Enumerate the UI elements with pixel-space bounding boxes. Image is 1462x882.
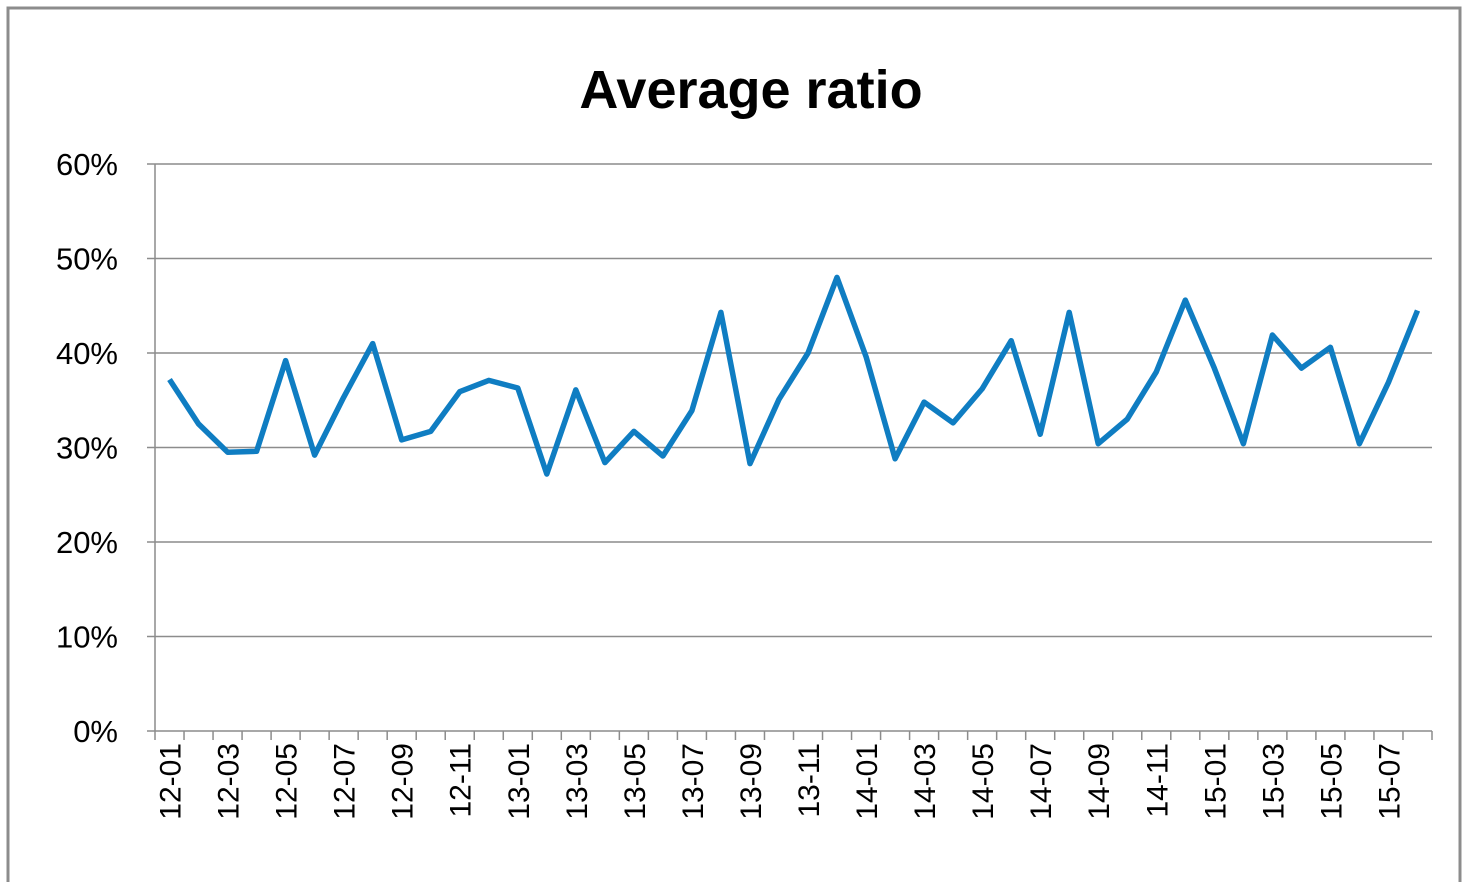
x-tick-label: 15-03 [1257, 743, 1290, 820]
x-tick-label: 13-03 [561, 743, 594, 820]
x-tick-label: 13-09 [735, 743, 768, 820]
x-tick-label: 13-07 [677, 743, 710, 820]
x-tick-label: 14-07 [1025, 743, 1058, 820]
y-tick-label: 40% [56, 336, 118, 371]
x-tick-label: 12-07 [329, 743, 362, 820]
y-tick-label: 50% [56, 242, 118, 277]
x-tick-label: 15-01 [1199, 743, 1232, 820]
x-tick-label: 14-03 [909, 743, 942, 820]
x-tick-label: 14-05 [967, 743, 1000, 820]
y-tick-label: 0% [73, 714, 118, 749]
x-tick-label: 13-11 [793, 743, 826, 818]
x-tick-label: 12-09 [387, 743, 420, 820]
chart-title: Average ratio [579, 60, 922, 120]
x-tick-label: 15-07 [1373, 743, 1406, 820]
x-tick-label: 14-09 [1083, 743, 1116, 820]
data-line [167, 274, 1421, 477]
x-tick-label: 12-01 [155, 743, 188, 820]
x-tick-label: 13-05 [619, 743, 652, 820]
y-tick-label: 20% [56, 525, 118, 560]
x-tick-label: 14-11 [1141, 743, 1174, 818]
x-tick-label: 12-03 [213, 743, 246, 820]
y-tick-label: 60% [56, 147, 118, 182]
y-tick-label: 30% [56, 431, 118, 466]
x-tick-label: 14-01 [851, 743, 884, 820]
x-tick-label: 13-01 [503, 743, 536, 820]
x-tick-label: 12-05 [271, 743, 304, 820]
chart-border [6, 6, 1462, 882]
y-tick-label: 10% [56, 620, 118, 655]
x-tick-label: 15-05 [1315, 743, 1348, 820]
x-tick-label: 12-11 [445, 743, 478, 818]
